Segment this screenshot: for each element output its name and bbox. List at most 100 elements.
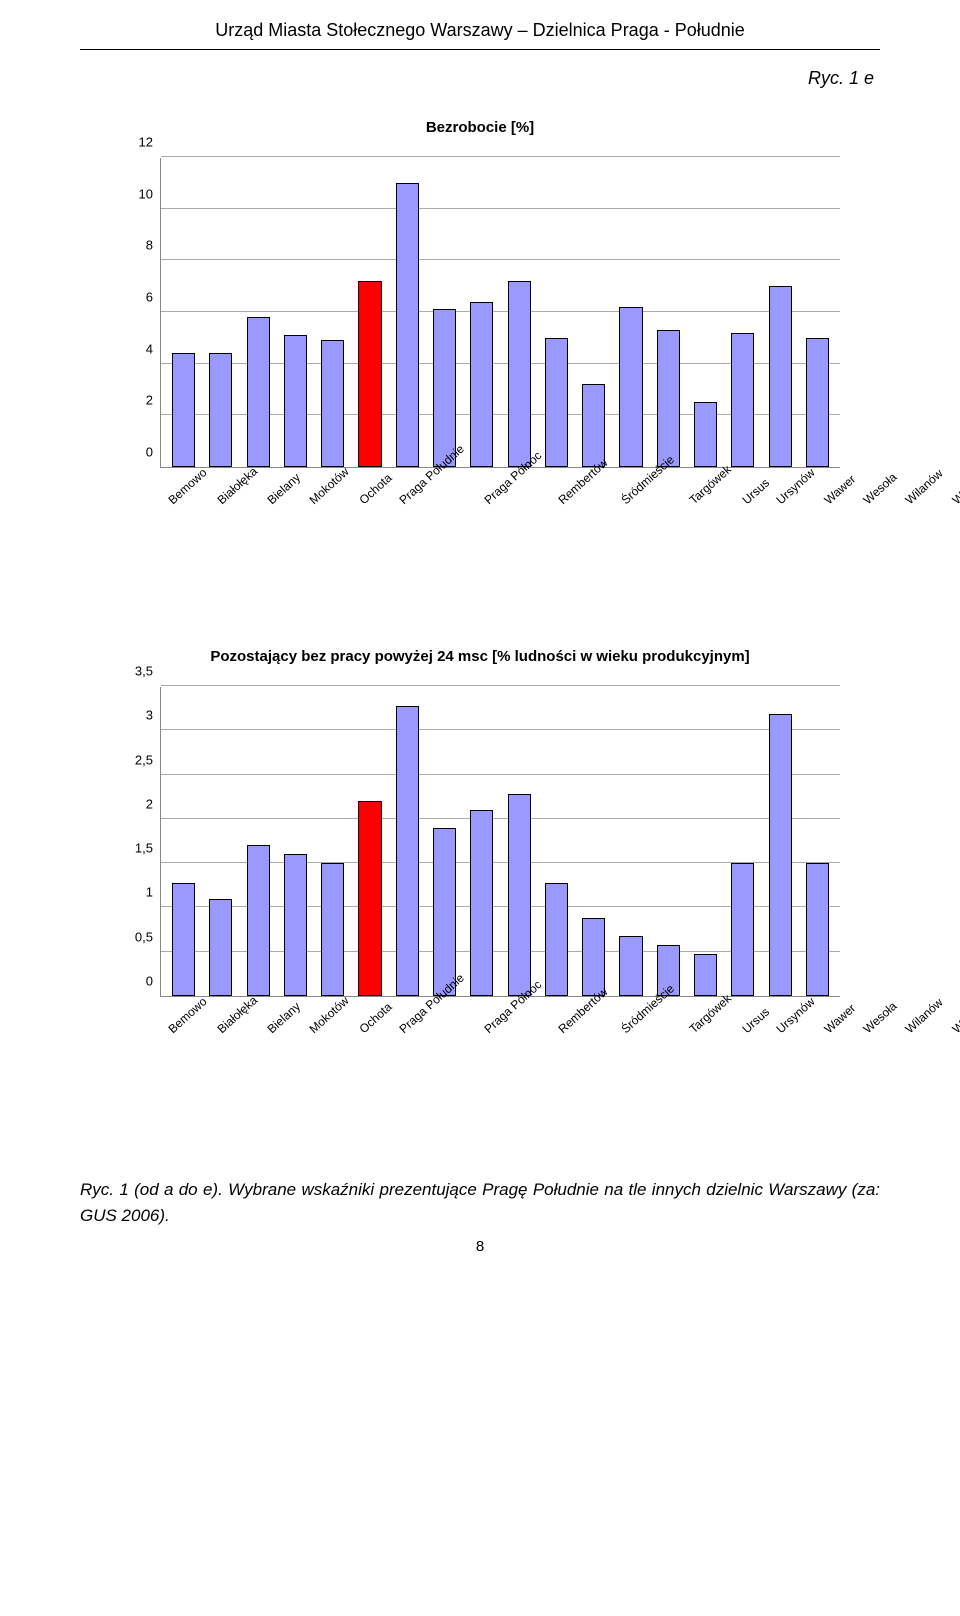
bar	[247, 845, 270, 996]
bar	[545, 883, 568, 996]
bar-slot	[277, 158, 314, 467]
bar	[806, 863, 829, 996]
bar-slot	[165, 158, 202, 467]
bar-slot	[351, 687, 388, 996]
bar	[209, 899, 232, 996]
bar-slot	[426, 158, 463, 467]
y-tick-label: 4	[146, 341, 161, 356]
chart1-title: Bezrobocie [%]	[120, 119, 840, 136]
bar	[657, 330, 680, 467]
bar-slot	[650, 687, 687, 996]
chart-pozostajacy: Pozostający bez pracy powyżej 24 msc [% …	[120, 648, 840, 1087]
bar-slot	[612, 158, 649, 467]
chart-plot: 00,511,522,533,5	[160, 687, 840, 997]
bar	[470, 302, 493, 467]
bar-slot	[389, 158, 426, 467]
bar	[731, 863, 754, 996]
y-tick-label: 2	[146, 796, 161, 811]
bar	[433, 309, 456, 467]
bar-slot	[612, 687, 649, 996]
bar	[321, 340, 344, 467]
bar	[470, 810, 493, 996]
bar-slot	[687, 687, 724, 996]
bar	[545, 338, 568, 467]
bar	[321, 863, 344, 996]
bar-slot	[426, 687, 463, 996]
bar-slot	[799, 687, 836, 996]
bar-slot	[351, 158, 388, 467]
bar-slot	[202, 158, 239, 467]
bar	[358, 281, 381, 467]
y-tick-label: 0	[146, 445, 161, 460]
bar	[582, 384, 605, 467]
bar-slot	[463, 158, 500, 467]
grid-line	[161, 156, 840, 157]
bar-slot	[277, 687, 314, 996]
bar	[172, 353, 195, 467]
bar-slot	[762, 687, 799, 996]
bar-slot	[575, 687, 612, 996]
bar-slot	[501, 687, 538, 996]
bar-slot	[165, 687, 202, 996]
bar-slot	[501, 158, 538, 467]
bar-slot	[799, 158, 836, 467]
bar-slot	[724, 687, 761, 996]
bar	[694, 954, 717, 997]
y-tick-label: 1,5	[135, 841, 161, 856]
y-tick-label: 0,5	[135, 929, 161, 944]
y-tick-label: 0	[146, 974, 161, 989]
page-header: Urząd Miasta Stołecznego Warszawy – Dzie…	[80, 20, 880, 41]
bar	[247, 317, 270, 467]
bar-slot	[762, 158, 799, 467]
y-tick-label: 2,5	[135, 752, 161, 767]
figure-caption: Ryc. 1 (od a do e). Wybrane wskaźniki pr…	[80, 1177, 880, 1228]
bars-container	[161, 687, 840, 996]
chart2-title: Pozostający bez pracy powyżej 24 msc [% …	[120, 648, 840, 665]
bar-slot	[240, 687, 277, 996]
bar-slot	[314, 687, 351, 996]
bar-slot	[687, 158, 724, 467]
bar	[582, 918, 605, 996]
bar-slot	[575, 158, 612, 467]
bar	[433, 828, 456, 996]
y-tick-label: 3	[146, 708, 161, 723]
y-tick-label: 10	[139, 186, 161, 201]
y-tick-label: 6	[146, 290, 161, 305]
header-rule	[80, 49, 880, 50]
chart-plot: 024681012	[160, 158, 840, 468]
bar-slot	[538, 687, 575, 996]
bar-slot	[463, 687, 500, 996]
chart-bezrobocie: Bezrobocie [%] 024681012BemowoBiałołękaB…	[120, 119, 840, 558]
bar	[358, 801, 381, 996]
bar	[172, 883, 195, 996]
bar-slot	[538, 158, 575, 467]
grid-line	[161, 685, 840, 686]
bar-slot	[314, 158, 351, 467]
y-tick-label: 3,5	[135, 664, 161, 679]
x-labels: BemowoBiałołękaBielanyMokotówOchotaPraga…	[160, 468, 840, 558]
bar-slot	[202, 687, 239, 996]
y-tick-label: 1	[146, 885, 161, 900]
bar	[694, 402, 717, 467]
bar	[619, 307, 642, 467]
bar-slot	[724, 158, 761, 467]
y-tick-label: 12	[139, 135, 161, 150]
bar-slot	[650, 158, 687, 467]
bar	[209, 353, 232, 467]
bars-container	[161, 158, 840, 467]
bar	[619, 936, 642, 996]
bar	[508, 281, 531, 467]
page-number: 8	[80, 1238, 880, 1255]
bar-slot	[389, 687, 426, 996]
bar	[769, 286, 792, 467]
bar	[508, 794, 531, 996]
y-tick-label: 2	[146, 393, 161, 408]
bar	[284, 335, 307, 467]
bar	[396, 183, 419, 467]
bar	[396, 706, 419, 997]
y-tick-label: 8	[146, 238, 161, 253]
bar	[806, 338, 829, 467]
bar-slot	[240, 158, 277, 467]
figure-label: Ryc. 1 e	[80, 68, 874, 89]
bar	[731, 333, 754, 467]
